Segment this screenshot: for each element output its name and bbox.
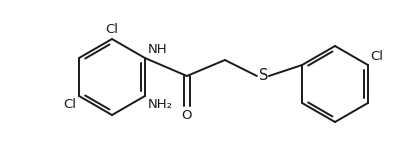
Text: S: S: [259, 69, 268, 83]
Text: Cl: Cl: [105, 23, 119, 36]
Text: Cl: Cl: [370, 50, 383, 63]
Text: NH: NH: [148, 43, 168, 56]
Text: NH₂: NH₂: [148, 98, 173, 111]
Text: Cl: Cl: [63, 98, 76, 111]
Text: O: O: [182, 109, 192, 122]
